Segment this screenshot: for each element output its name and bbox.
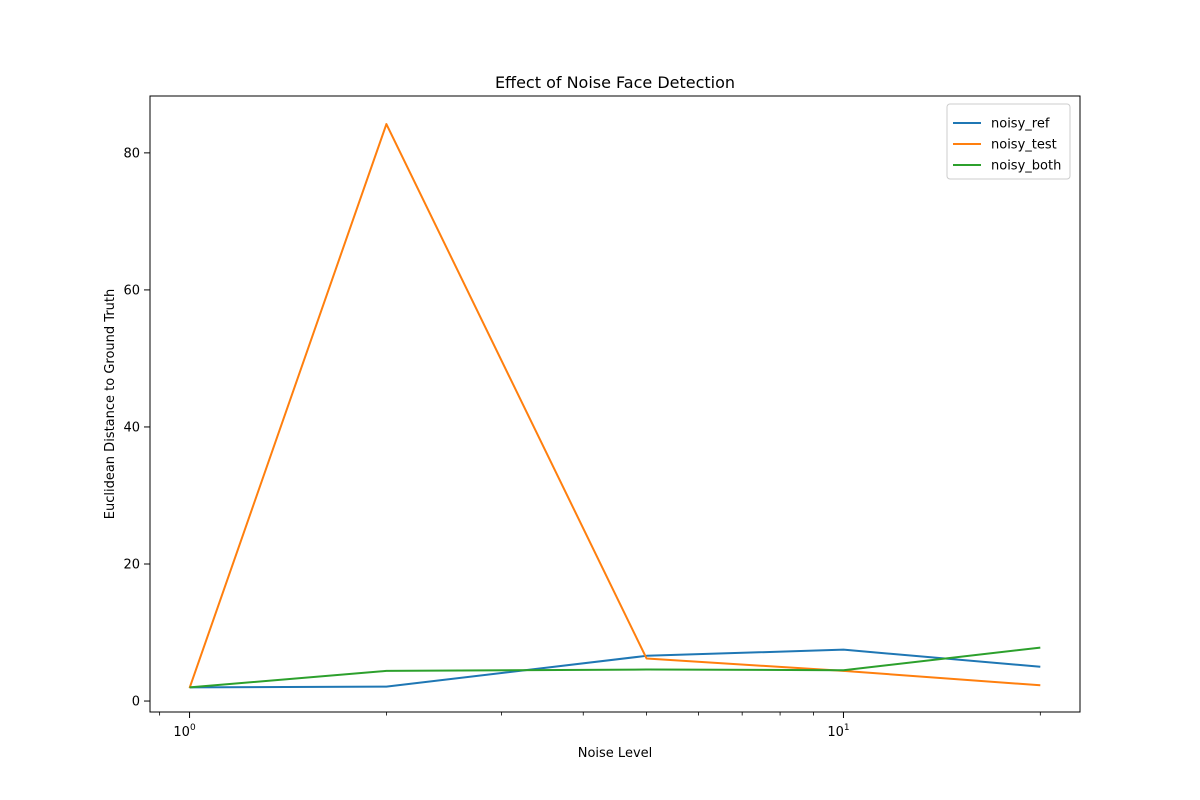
series-line-noisy_both [189, 646, 1041, 689]
x-tick-label-exponent: 1 [844, 723, 850, 733]
y-tick-label: 20 [123, 557, 140, 572]
legend: noisy_ref noisy_test noisy_both [946, 103, 1071, 180]
legend-label: noisy_test [991, 138, 1057, 153]
y-tick-label: 60 [123, 283, 140, 298]
series-line-noisy_test [188, 123, 1041, 689]
y-axis-label: Euclidean Distance to Ground Truth [103, 289, 118, 519]
plot-lines [188, 123, 1041, 689]
y-tick-label: 0 [132, 695, 140, 710]
series-line-noisy_ref [189, 648, 1041, 689]
x-tick-label-exponent: 0 [190, 723, 196, 733]
x-axis-label: Noise Level [578, 746, 653, 761]
x-tick-label-base: 10 [827, 725, 844, 740]
y-axis: 0 20 40 60 80 [123, 146, 150, 710]
plot-area-frame [149, 95, 1081, 713]
x-axis: 100 101 [159, 712, 1041, 740]
x-tick-label: 100 [173, 723, 196, 740]
legend-label: noisy_ref [991, 117, 1050, 132]
chart-title: Effect of Noise Face Detection [495, 73, 735, 92]
x-tick-label-base: 10 [173, 725, 190, 740]
x-tick-label: 101 [827, 723, 849, 740]
y-tick-label: 80 [123, 146, 140, 161]
legend-label: noisy_both [991, 159, 1061, 174]
y-tick-label: 40 [123, 420, 140, 435]
